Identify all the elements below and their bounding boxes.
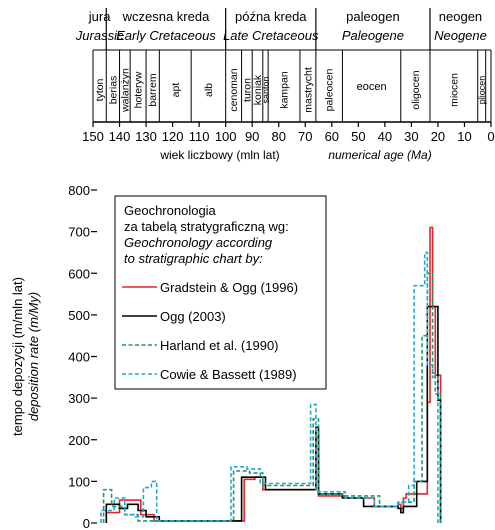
legend-box xyxy=(114,195,327,390)
x-tick-label: 90 xyxy=(245,129,259,144)
stage-label: alb xyxy=(203,83,215,97)
legend-title-pl: Geochronologia xyxy=(124,203,217,218)
legend-title-en: to stratigraphic chart by: xyxy=(124,251,263,266)
stage-label: pliocen xyxy=(477,76,487,105)
stage-label: paleocen xyxy=(324,69,336,112)
stage-label: kampan xyxy=(279,71,291,109)
stage-label: eocen xyxy=(357,81,387,93)
y-tick-label: 0 xyxy=(83,516,90,530)
stage-label: apt xyxy=(170,83,182,98)
x-tick-label: 110 xyxy=(189,129,210,144)
y-tick-label: 400 xyxy=(68,350,90,365)
y-tick-label: 300 xyxy=(68,391,90,406)
x-tick-label: 40 xyxy=(378,129,392,144)
y-tick-label: 600 xyxy=(68,266,90,281)
y-tick-label: 200 xyxy=(68,433,90,448)
x-axis: 150 140 130 120 110 100 90 80 70 60 50 40 30 20 10 0wie… xyxy=(82,121,495,162)
stage-label: walanżyn xyxy=(119,68,131,113)
legend-entry-label: Harland et al. (1990) xyxy=(160,338,279,353)
x-axis-label-pl: wiek liczbowy (mln lat) xyxy=(159,148,279,162)
period-label-en: Late Cretaceous xyxy=(223,28,319,43)
x-tick-label: 50 xyxy=(351,129,365,144)
x-tick-label: 140 xyxy=(109,129,131,144)
y-axis-label-en: deposition rate (m/My) xyxy=(26,292,41,421)
stage-label: miocen xyxy=(448,73,460,107)
x-axis-label-en: numerical age (Ma) xyxy=(328,148,431,162)
x-tick-label: 20 xyxy=(431,129,445,144)
period-label-pl: jura xyxy=(88,9,111,24)
stage-label: oligocen xyxy=(410,70,422,109)
stage-label: berias xyxy=(107,76,119,105)
x-tick-label: 60 xyxy=(325,129,339,144)
legend-entry-label: Gradstein & Ogg (1996) xyxy=(160,280,298,295)
period-label-pl: neogen xyxy=(439,9,482,24)
x-tick-label: 120 xyxy=(162,129,184,144)
x-tick-label: 70 xyxy=(298,129,312,144)
x-tick-label: 130 xyxy=(135,129,157,144)
legend-entry-label: Ogg (2003) xyxy=(160,309,226,324)
period-label-en: Early Cretaceous xyxy=(116,28,216,43)
y-axis-label-pl: tempo depozycji (m/mln lat) xyxy=(10,277,25,436)
period-label-en: Paleogene xyxy=(342,28,404,43)
x-tick-label: 150 xyxy=(82,129,104,144)
series-line-ogg-2003 xyxy=(105,305,442,523)
x-tick-label: 10 xyxy=(457,129,471,144)
period-label-en: Jurassic xyxy=(75,28,124,43)
x-tick-label: 0 xyxy=(487,129,494,144)
legend-title-pl: za tabelą stratygraficzną wg: xyxy=(124,219,289,234)
stage-label: santon xyxy=(261,76,271,103)
legend-title-en: Geochronology according xyxy=(124,235,273,250)
legend-entry-label: Cowie & Bassett (1989) xyxy=(160,367,297,382)
stage-label: cenoman xyxy=(228,68,240,111)
stage-label: mastrycht xyxy=(302,67,314,113)
stage-label: tyton xyxy=(94,78,106,101)
x-tick-label: 100 xyxy=(215,129,237,144)
timescale-header: jura Jurassic wczesna kreda Early Cretaceou… xyxy=(75,8,492,122)
y-tick-label: 500 xyxy=(68,308,90,323)
y-tick-label: 700 xyxy=(68,225,90,240)
series-lines xyxy=(100,226,442,523)
stage-label: turon xyxy=(241,78,253,102)
stage-label: barrem xyxy=(147,73,159,107)
period-label-pl: wczesna kreda xyxy=(122,9,210,24)
x-tick-label: 80 xyxy=(271,129,285,144)
period-label-pl: paleogen xyxy=(346,9,400,24)
period-label-en: Neogene xyxy=(434,28,487,43)
y-axis: 0 100 200 300 400 500 600 700 800 tempo depozycji… xyxy=(10,183,97,530)
y-tick-label: 800 xyxy=(68,183,90,198)
stage-label: hoteryw xyxy=(133,71,145,108)
x-tick-label: 30 xyxy=(404,129,418,144)
period-label-pl: późna kreda xyxy=(235,9,307,24)
series-line-cowie-bassett-1989 xyxy=(100,251,439,523)
y-tick-label: 100 xyxy=(68,474,90,489)
stage-label: koniak xyxy=(252,74,264,105)
